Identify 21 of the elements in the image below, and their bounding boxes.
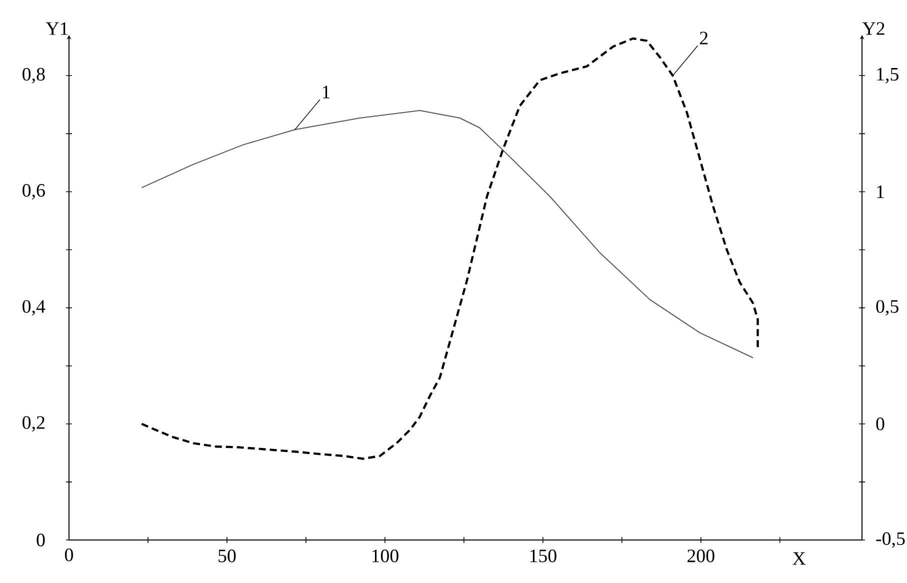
y2-tick-label: 0 (876, 418, 884, 430)
y2-tick-label: 1,5 (877, 68, 898, 84)
y-tick-label: 0,4 (22, 300, 46, 316)
x-tick-label: 100 (372, 550, 398, 562)
x-tick-label: 150 (530, 550, 556, 562)
y2-tick-label: 0,5 (876, 300, 898, 316)
y-tick-label: 0 (36, 534, 45, 546)
y-axis-title: Y1 (46, 22, 68, 35)
annotation: 1 (322, 86, 330, 98)
y2-tick-label: -0,5 (876, 532, 905, 548)
y2-tick-label: 1 (877, 185, 884, 198)
y-tick-label: 0,6 (22, 184, 45, 200)
x-tick-label: 0 (64, 548, 73, 562)
x-axis-title: X (792, 552, 806, 565)
x-tick-label: 50 (218, 550, 236, 562)
x-tick-label: 200 (688, 550, 714, 562)
annotation: 2 (700, 32, 708, 44)
line-series (141, 110, 754, 358)
y-tick-label: 0,2 (22, 416, 44, 432)
y-tick-label: 0,8 (22, 68, 45, 84)
y2-axis-title: Y2 (862, 22, 884, 35)
